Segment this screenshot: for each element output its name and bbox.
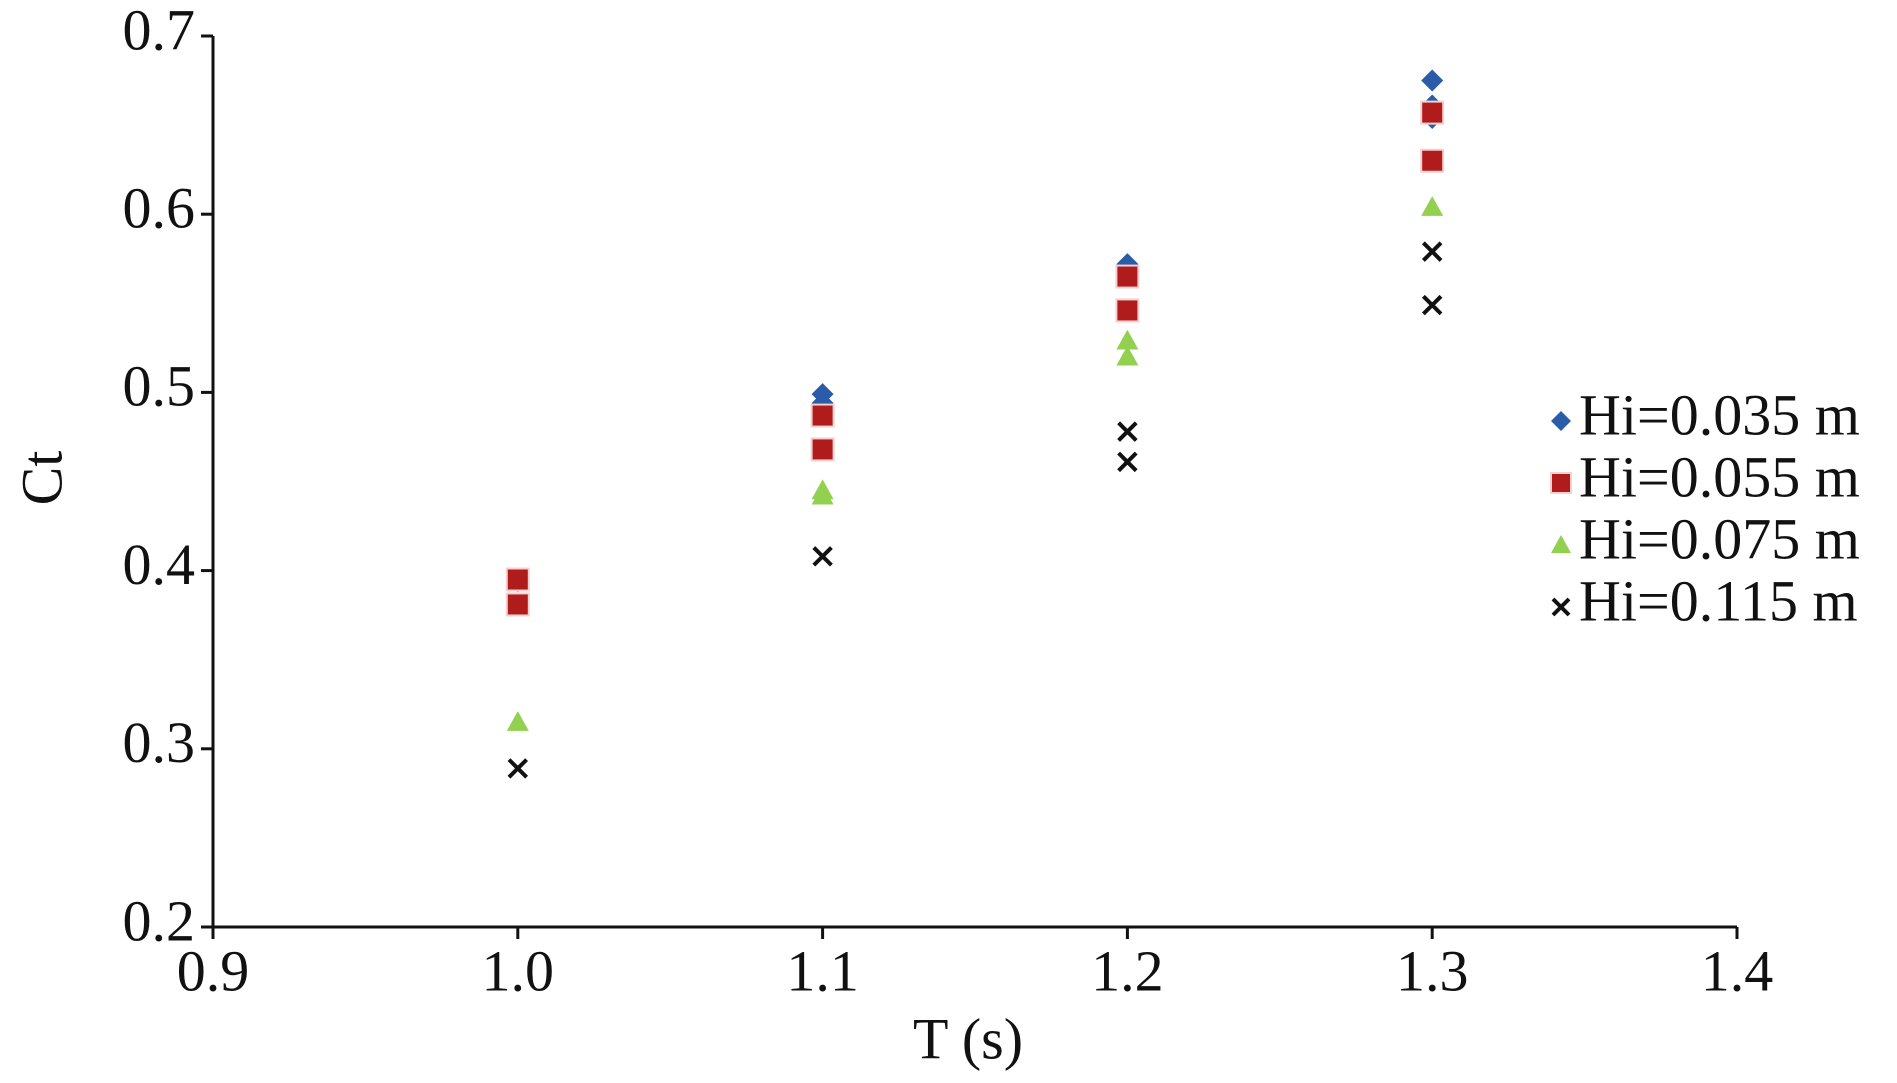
y-tick-label: 0.7 (123, 0, 196, 62)
marker-triangle (1116, 329, 1139, 350)
legend-label: Hi=0.075 m (1579, 506, 1860, 571)
y-tick-label: 0.5 (123, 354, 196, 419)
legend-label: Hi=0.115 m (1579, 568, 1858, 633)
y-tick-label: 0.4 (123, 532, 196, 597)
x-tick-label: 0.9 (177, 938, 250, 1003)
marker-square (1420, 148, 1445, 173)
marker-square (810, 403, 835, 428)
marker-diamond (1421, 69, 1444, 92)
marker-cross (812, 546, 833, 567)
marker-square (1115, 298, 1140, 323)
marker-cross (1421, 241, 1443, 262)
marker-triangle (1551, 535, 1571, 553)
marker-triangle (506, 711, 529, 731)
marker-square (1115, 264, 1140, 289)
marker-cross (1551, 597, 1571, 617)
x-tick-label: 1.1 (786, 938, 859, 1003)
marker-cross (1117, 451, 1138, 473)
x-tick-label: 1.0 (482, 938, 555, 1003)
marker-triangle (1421, 196, 1444, 216)
y-tick-label: 0.6 (123, 176, 196, 241)
x-axis-label: T (s) (913, 1006, 1023, 1071)
marker-diamond (1551, 411, 1571, 431)
legend-label: Hi=0.055 m (1579, 444, 1860, 509)
y-tick-label: 0.2 (123, 888, 196, 953)
y-tick-label: 0.3 (123, 710, 196, 775)
x-tick-label: 1.4 (1701, 938, 1774, 1003)
marker-square (810, 437, 835, 462)
marker-square (505, 567, 530, 592)
marker-square (505, 592, 530, 617)
y-axis-label: Ct (9, 451, 74, 506)
x-tick-label: 1.2 (1091, 938, 1164, 1003)
marker-square (1420, 100, 1445, 125)
marker-square (1550, 472, 1572, 494)
marker-cross (1421, 294, 1443, 316)
x-tick-label: 1.3 (1396, 938, 1469, 1003)
marker-cross (507, 758, 529, 779)
marker-cross (1117, 421, 1138, 442)
marker-triangle (811, 484, 834, 505)
legend-label: Hi=0.035 m (1579, 382, 1860, 447)
marker-triangle (1116, 345, 1139, 366)
